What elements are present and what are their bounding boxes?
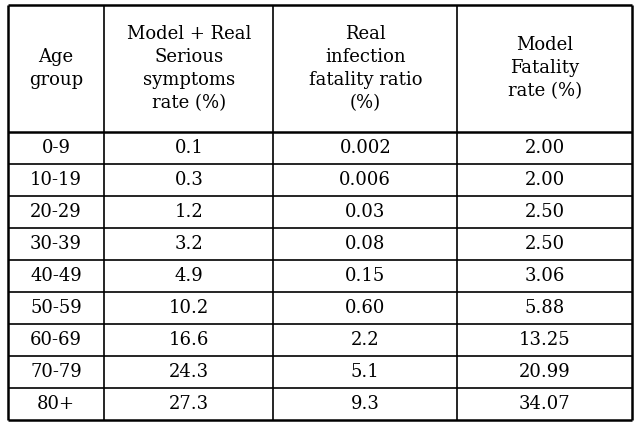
Text: 30-39: 30-39 <box>30 235 82 253</box>
Text: 0.002: 0.002 <box>339 139 391 157</box>
Text: 10-19: 10-19 <box>30 171 82 189</box>
Text: 0.3: 0.3 <box>174 171 204 189</box>
Text: Model + Real
Serious
symptoms
rate (%): Model + Real Serious symptoms rate (%) <box>127 25 251 112</box>
Text: 80+: 80+ <box>37 395 75 413</box>
Text: 13.25: 13.25 <box>519 331 571 349</box>
Text: Model
Fatality
rate (%): Model Fatality rate (%) <box>508 37 582 100</box>
Text: 0.15: 0.15 <box>345 267 385 285</box>
Text: 3.2: 3.2 <box>175 235 204 253</box>
Text: 2.50: 2.50 <box>525 203 565 221</box>
Text: 16.6: 16.6 <box>168 331 209 349</box>
Text: 1.2: 1.2 <box>175 203 204 221</box>
Text: 2.00: 2.00 <box>525 139 565 157</box>
Text: 3.06: 3.06 <box>525 267 565 285</box>
Text: Real
infection
fatality ratio
(%): Real infection fatality ratio (%) <box>308 25 422 112</box>
Text: 60-69: 60-69 <box>30 331 82 349</box>
Text: 0.006: 0.006 <box>339 171 391 189</box>
Text: 5.88: 5.88 <box>525 299 565 317</box>
Text: 2.00: 2.00 <box>525 171 565 189</box>
Text: 4.9: 4.9 <box>175 267 204 285</box>
Text: 24.3: 24.3 <box>169 363 209 381</box>
Text: 70-79: 70-79 <box>30 363 82 381</box>
Text: 0.60: 0.60 <box>345 299 385 317</box>
Text: 2.2: 2.2 <box>351 331 380 349</box>
Text: 0.1: 0.1 <box>174 139 204 157</box>
Text: 9.3: 9.3 <box>351 395 380 413</box>
Text: 0-9: 0-9 <box>42 139 70 157</box>
Text: 20-29: 20-29 <box>30 203 82 221</box>
Text: Age
group: Age group <box>29 48 83 89</box>
Text: 5.1: 5.1 <box>351 363 380 381</box>
Text: 40-49: 40-49 <box>30 267 82 285</box>
Text: 20.99: 20.99 <box>519 363 571 381</box>
Text: 10.2: 10.2 <box>169 299 209 317</box>
Text: 2.50: 2.50 <box>525 235 565 253</box>
Text: 0.03: 0.03 <box>345 203 385 221</box>
Text: 50-59: 50-59 <box>30 299 82 317</box>
Text: 0.08: 0.08 <box>345 235 385 253</box>
Text: 34.07: 34.07 <box>519 395 571 413</box>
Text: 27.3: 27.3 <box>169 395 209 413</box>
